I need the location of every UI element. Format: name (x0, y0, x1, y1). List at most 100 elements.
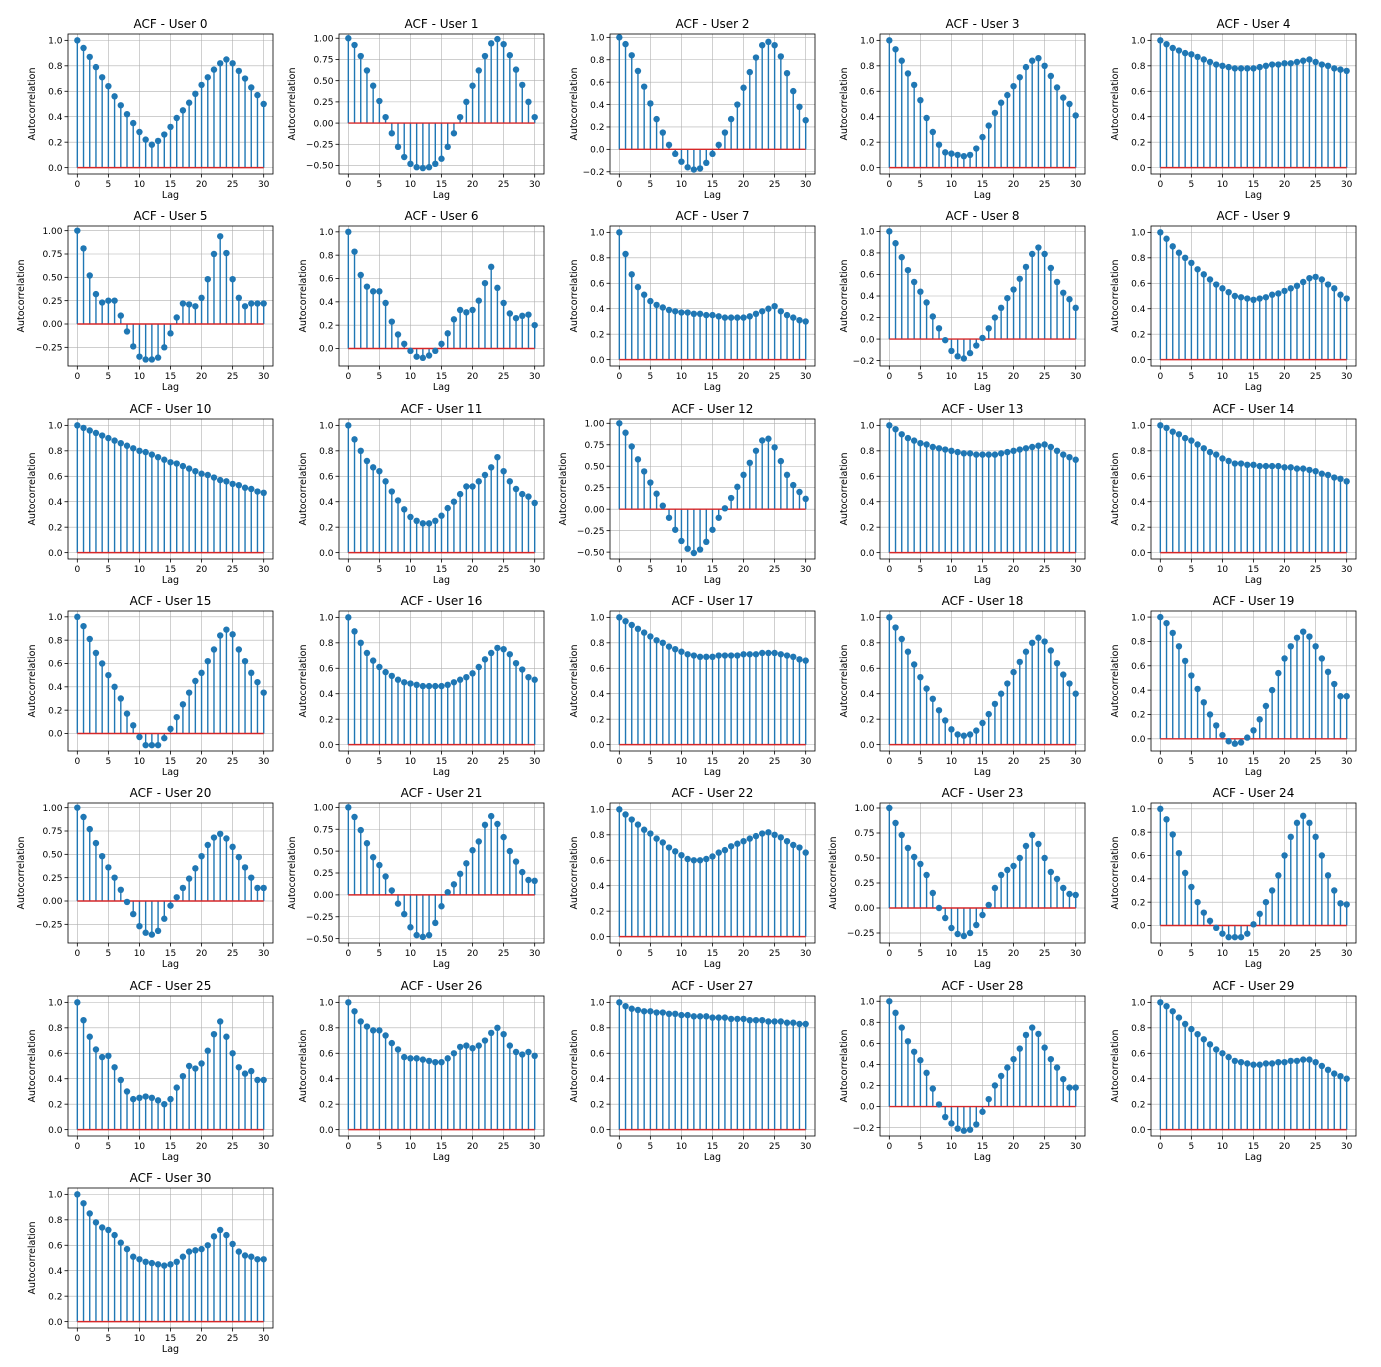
stem-marker (659, 1009, 667, 1016)
stem-marker (216, 233, 224, 240)
stem-marker (802, 318, 809, 325)
stem-marker (653, 835, 660, 842)
stem-marker (173, 460, 180, 467)
stem-marker (161, 915, 168, 922)
stem-marker (647, 479, 654, 486)
stem-marker (1318, 655, 1326, 662)
x-tick-label: 5 (1189, 372, 1195, 382)
y-tick-label: 1.0 (860, 997, 875, 1007)
stem-marker (1157, 805, 1164, 813)
x-tick-label: 10 (134, 949, 146, 959)
stem-marker (487, 464, 495, 471)
x-tick-label: 5 (648, 372, 654, 382)
x-tick-label: 20 (738, 180, 750, 190)
y-tick-label: 0.6 (1131, 279, 1146, 289)
x-axis-label: Lag (704, 190, 721, 201)
stem-marker (1343, 295, 1350, 302)
panel-title: ACF - User 14 (1213, 402, 1295, 416)
stem-marker (979, 719, 986, 727)
stem-marker (1237, 65, 1245, 72)
stem-marker (1028, 1024, 1036, 1031)
stem-marker (1066, 1084, 1073, 1091)
stem-marker (438, 340, 445, 348)
stem-marker (1268, 887, 1276, 894)
stem-marker (1281, 60, 1288, 67)
stem-marker (942, 446, 949, 453)
stem-marker (432, 347, 439, 355)
x-tick-label: 30 (1341, 180, 1353, 190)
x-tick-label: 0 (616, 565, 622, 575)
y-tick-label: 0.8 (590, 254, 605, 264)
stem-marker (709, 526, 716, 533)
y-axis-label: Autocorrelation (569, 644, 580, 717)
x-tick-label: 25 (498, 757, 509, 767)
stem-marker (1219, 62, 1226, 70)
stem-marker (229, 843, 236, 851)
stem-marker (935, 1101, 943, 1108)
x-tick-label: 30 (1341, 372, 1353, 382)
stem-marker (1066, 453, 1073, 461)
panel-title: ACF - User 28 (942, 979, 1024, 993)
stem-marker (690, 549, 698, 557)
stem-marker (345, 804, 352, 811)
stem-marker (973, 145, 980, 152)
stem-marker (1250, 1061, 1257, 1068)
panel-title: ACF - User 15 (130, 594, 212, 608)
stem-marker (419, 164, 427, 172)
stem-marker (1287, 833, 1294, 841)
stem-marker (254, 678, 261, 686)
stem-marker (481, 821, 489, 829)
stem-marker (413, 1055, 420, 1062)
stem-marker (173, 894, 180, 901)
stem-marker (425, 520, 433, 527)
stem-marker (216, 60, 224, 67)
stem-marker (783, 70, 791, 77)
x-tick-label: 25 (1310, 372, 1321, 382)
stem-marker (407, 513, 414, 521)
x-tick-label: 5 (648, 565, 654, 575)
stem-marker (659, 639, 667, 647)
x-tick-label: 15 (977, 949, 988, 959)
y-tick-label: 0.6 (1131, 662, 1146, 672)
acf-panel-user-26: 0.0 0.2 0.4 0.6 0.8 1.0 0 5 10 15 20 25 30 ACF - User… (298, 979, 545, 1163)
stem-marker (210, 834, 218, 841)
stem-marker (935, 325, 943, 332)
stem-marker (1163, 816, 1170, 823)
stem-marker (1072, 690, 1079, 697)
stem-marker (746, 651, 753, 658)
stem-marker (1188, 883, 1195, 891)
stem-marker (1213, 924, 1220, 932)
stem-marker (117, 312, 125, 319)
y-axis-label: Autocorrelation (287, 67, 298, 140)
stem-marker (678, 851, 685, 859)
panel-title: ACF - User 4 (1216, 17, 1290, 31)
stem-marker (740, 651, 747, 658)
stem-marker (622, 811, 629, 818)
stem-marker (1047, 264, 1055, 272)
stem-marker (1312, 1058, 1319, 1066)
stem-marker (1262, 1060, 1270, 1067)
stem-marker (1312, 643, 1319, 650)
y-tick-label: 0.2 (319, 321, 333, 331)
stem-marker (802, 657, 809, 664)
stem-marker (98, 1053, 106, 1061)
y-tick-label: 1.00 (313, 34, 333, 44)
stem-marker (450, 679, 458, 686)
stem-marker (260, 1076, 267, 1084)
stem-marker (487, 649, 495, 657)
stem-marker (1200, 699, 1208, 706)
stem-marker (777, 834, 785, 841)
y-tick-label: 0.0 (860, 1103, 875, 1113)
y-tick-label: 0.2 (590, 1100, 604, 1110)
x-tick-label: 20 (467, 565, 479, 575)
stem-marker (142, 448, 149, 456)
x-axis-label: Lag (162, 575, 179, 586)
stem-marker (802, 117, 809, 124)
x-tick-label: 0 (616, 180, 622, 190)
stem-marker (216, 830, 224, 837)
y-tick-label: 0.2 (319, 1100, 333, 1110)
acf-panel-user-17: 0.0 0.2 0.4 0.6 0.8 1.0 0 5 10 15 20 25 30 ACF - User… (569, 594, 816, 778)
y-tick-label: 0.50 (313, 847, 333, 857)
stem-marker (413, 681, 420, 689)
stem-marker (260, 1256, 267, 1263)
